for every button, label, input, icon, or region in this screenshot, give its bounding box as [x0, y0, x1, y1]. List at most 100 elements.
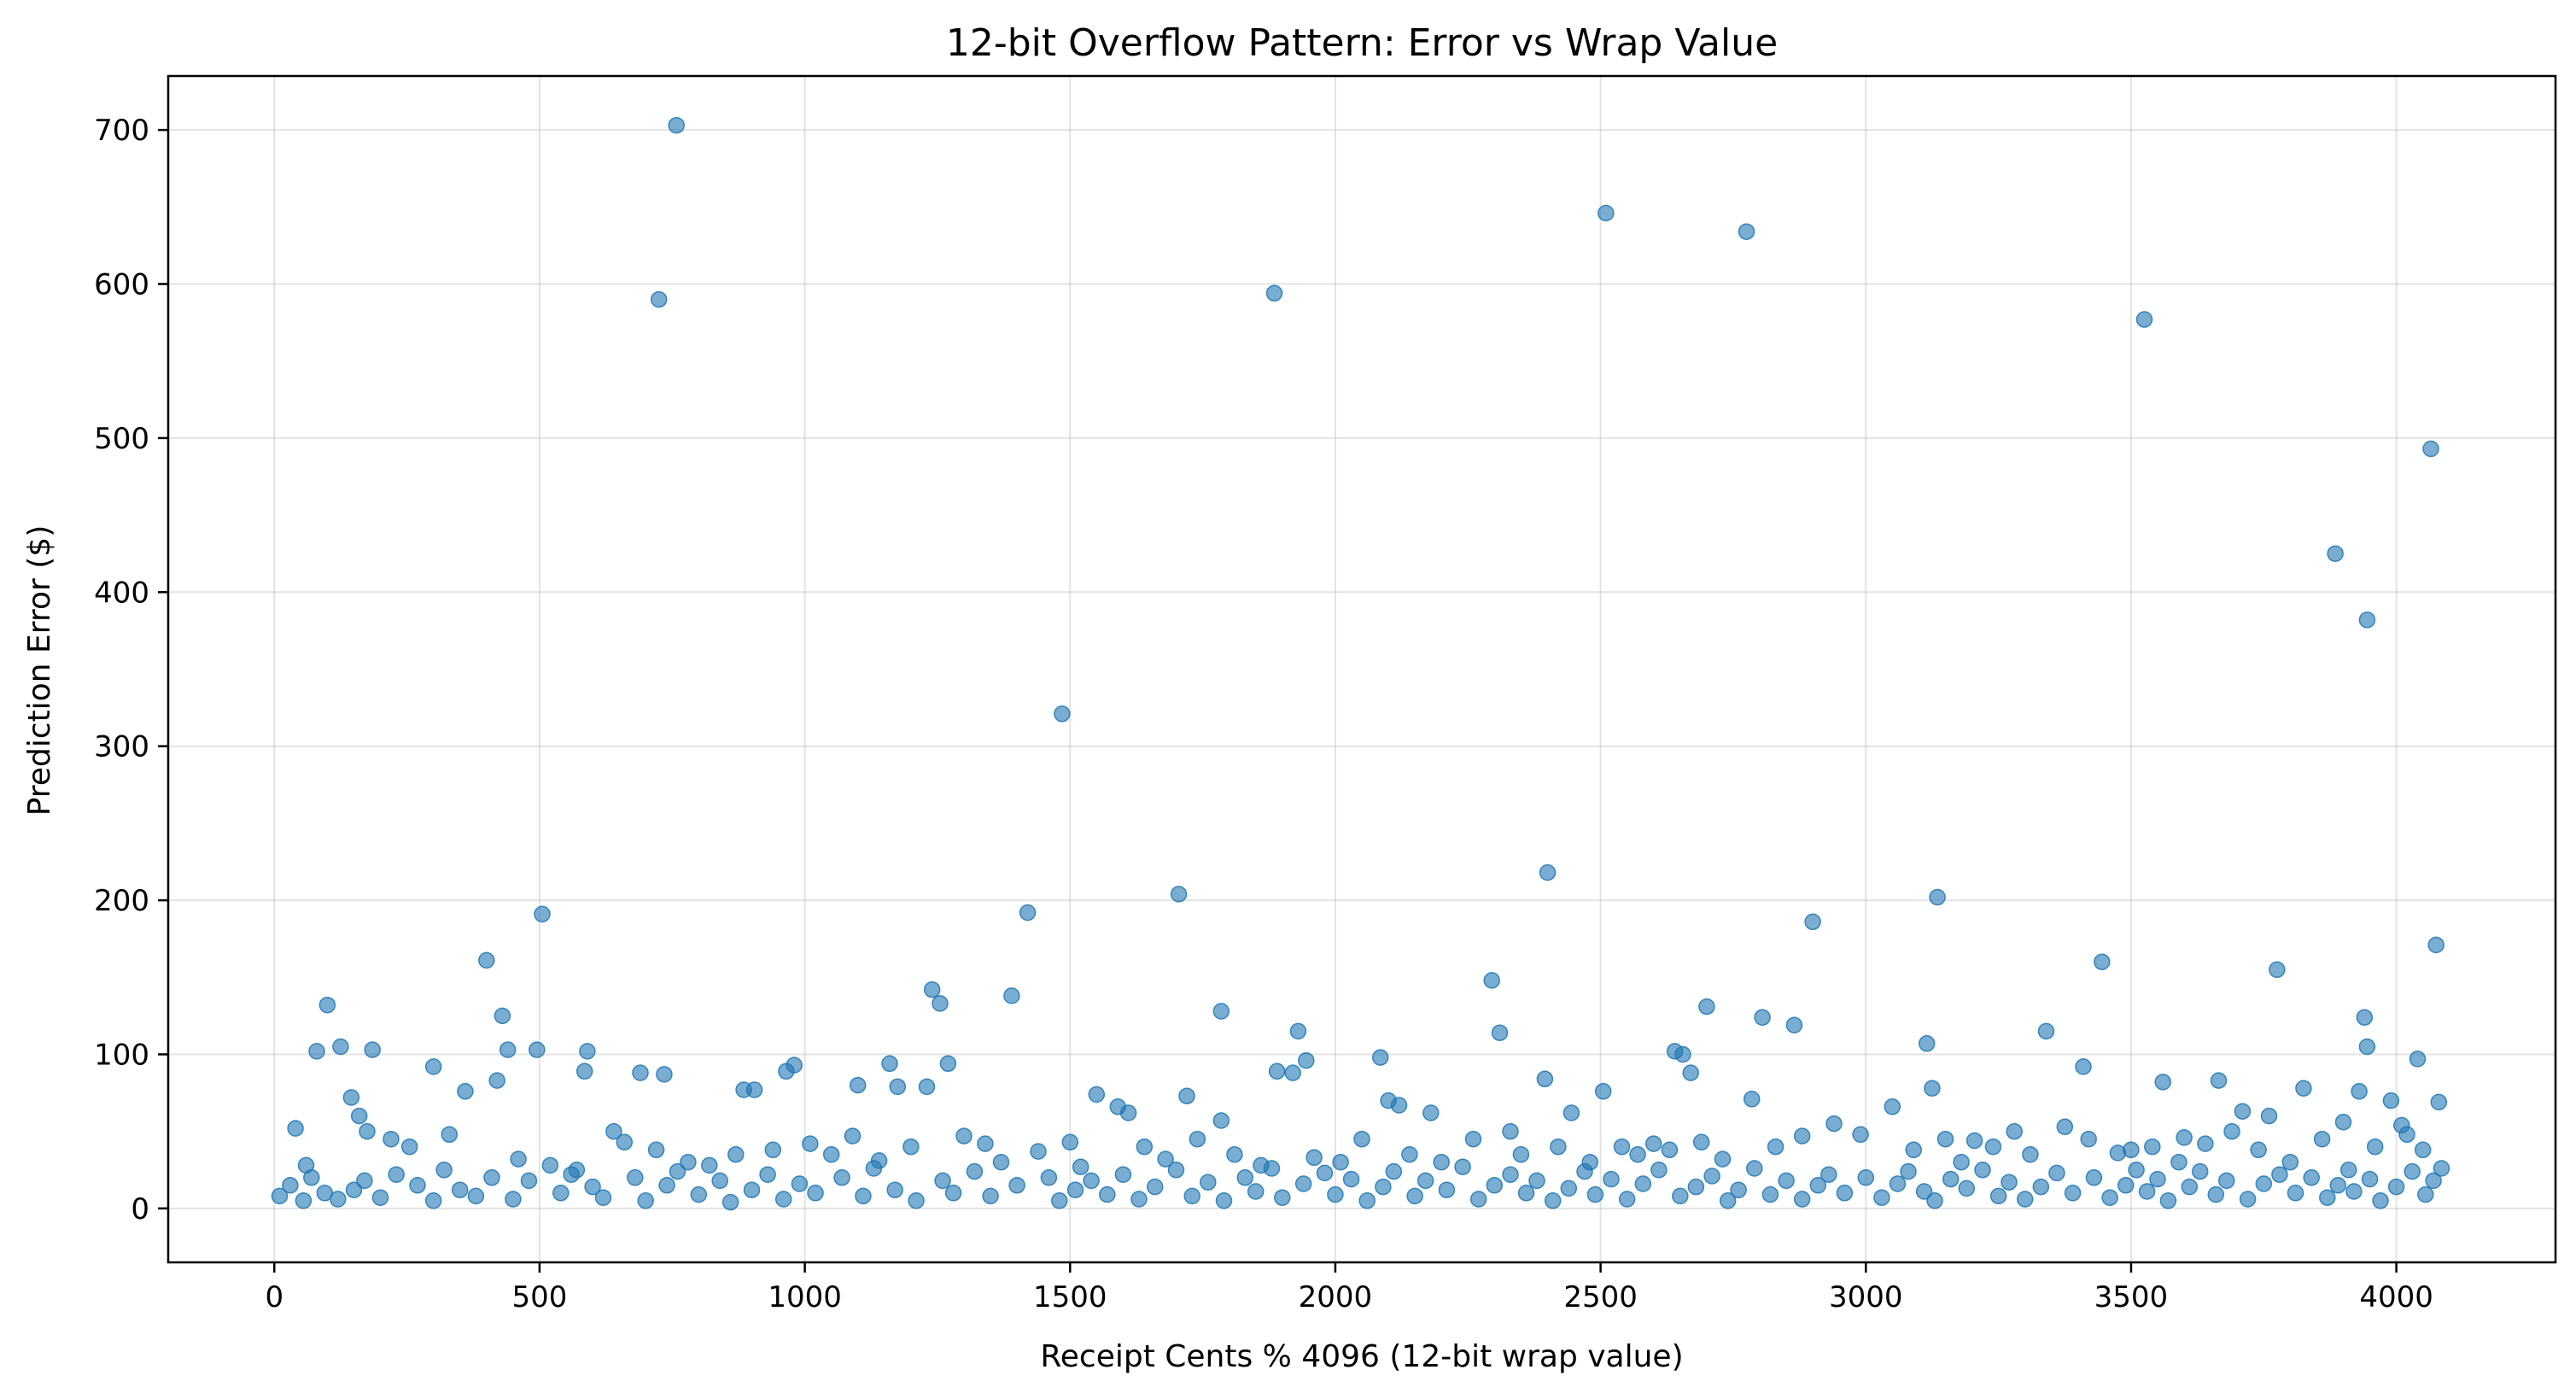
- scatter-point: [822, 1145, 840, 1163]
- scatter-point: [1539, 863, 1557, 881]
- scatter-point: [1989, 1187, 2007, 1205]
- scatter-point: [1040, 1169, 1058, 1186]
- scatter-point: [721, 1193, 739, 1211]
- x-tick-label: 0: [265, 1280, 283, 1314]
- scatter-point: [467, 1187, 485, 1205]
- y-axis-label: Prediction Error ($): [22, 525, 57, 816]
- scatter-point: [1692, 1133, 1710, 1151]
- scatter-point: [1119, 1104, 1137, 1121]
- scatter-point: [1550, 1138, 1567, 1156]
- scatter-point: [400, 1138, 418, 1156]
- scatter-point: [2117, 1177, 2135, 1194]
- scatter-point: [2414, 1141, 2432, 1159]
- scatter-point: [944, 1185, 962, 1202]
- scatter-point: [1603, 1170, 1620, 1188]
- scatter-point: [2048, 1164, 2065, 1182]
- y-tick-label: 200: [94, 884, 149, 918]
- scatter-point: [1857, 1169, 1875, 1186]
- scatter-point: [2334, 1114, 2352, 1131]
- scatter-point: [669, 1162, 686, 1180]
- scatter-point: [2080, 1130, 2097, 1148]
- scatter-point: [1598, 204, 1615, 222]
- scatter-point: [287, 1120, 304, 1137]
- scatter-point: [494, 1007, 511, 1025]
- x-axis-ticks: 0 500 1000 1500 2000 2500 3000 3500 4000: [265, 1262, 2433, 1314]
- scatter-point: [2101, 1189, 2118, 1206]
- scatter-point: [650, 290, 668, 308]
- scatter-point: [1536, 1070, 1554, 1088]
- scatter-point: [332, 1038, 349, 1056]
- scatter-point: [774, 1191, 792, 1208]
- scatter-point: [499, 1041, 517, 1058]
- scatter-point: [1905, 1141, 1922, 1159]
- x-axis-label: Receipt Cents % 4096 (12-bit wrap value): [1040, 1339, 1683, 1374]
- scatter-point: [1613, 1138, 1631, 1156]
- scatter-point: [1469, 1191, 1487, 1208]
- scatter-point: [1560, 1179, 1578, 1197]
- scatter-point: [2022, 1145, 2039, 1163]
- scatter-point: [2382, 1092, 2400, 1109]
- scatter-point: [2351, 1083, 2368, 1100]
- scatter-point: [2144, 1138, 2161, 1156]
- scatter-point: [2207, 1185, 2225, 1203]
- scatter-point: [680, 1153, 697, 1171]
- scatter-point: [359, 1122, 376, 1140]
- scatter-point: [923, 980, 941, 998]
- scatter-point: [627, 1169, 644, 1186]
- scatter-point: [505, 1191, 522, 1208]
- scatter-point: [1804, 913, 1821, 931]
- scatter-point: [1594, 1083, 1612, 1100]
- scatter-point: [855, 1187, 872, 1205]
- scatter-point: [1915, 1183, 1933, 1200]
- grid-lines: [168, 76, 2556, 1262]
- scatter-point: [605, 1122, 622, 1140]
- x-tick-label: 2500: [1563, 1280, 1638, 1314]
- scatter-point: [424, 1058, 442, 1075]
- scatter-point: [383, 1130, 400, 1148]
- scatter-point: [1390, 1097, 1408, 1114]
- scatter-point: [1274, 1189, 1291, 1206]
- scatter-point: [1294, 1175, 1312, 1192]
- scatter-point: [579, 1043, 596, 1060]
- scatter-point: [1072, 1158, 1089, 1175]
- scatter-point: [908, 1192, 925, 1209]
- scatter-point: [2329, 1177, 2347, 1194]
- scatter-point: [2064, 1185, 2082, 1202]
- scatter-point: [1852, 1126, 1869, 1144]
- scatter-point: [764, 1141, 782, 1159]
- scatter-point: [1170, 886, 1188, 903]
- scatter-point: [409, 1177, 426, 1194]
- scatter-point: [1926, 1192, 1943, 1209]
- scatter-point: [1438, 1181, 1456, 1198]
- scatter-point: [1491, 1024, 1509, 1041]
- scatter-point: [982, 1187, 999, 1205]
- scatter-point: [2372, 1192, 2389, 1209]
- scatter-point: [889, 1078, 907, 1096]
- scatter-point: [1306, 1149, 1323, 1167]
- scatter-point: [1958, 1179, 1976, 1197]
- scatter-point: [1730, 1181, 1747, 1198]
- y-tick-label: 0: [131, 1192, 149, 1226]
- scatter-point: [2176, 1129, 2193, 1146]
- scatter-point: [2269, 961, 2286, 979]
- scatter-point: [441, 1126, 459, 1144]
- scatter-point: [1825, 1115, 1843, 1133]
- scatter-point: [1984, 1138, 2002, 1156]
- scatter-point: [690, 1185, 708, 1203]
- scatter-point: [318, 996, 336, 1014]
- scatter-point: [271, 1187, 289, 1205]
- scatter-point: [2430, 1093, 2448, 1111]
- scatter-point: [552, 1185, 570, 1202]
- scatter-point: [1661, 1141, 1679, 1159]
- scatter-point: [1682, 1064, 1699, 1081]
- scatter-point: [1265, 284, 1283, 302]
- scatter-point: [2339, 1162, 2357, 1179]
- scatter-point: [1650, 1162, 1668, 1179]
- scatter-point: [2260, 1107, 2278, 1125]
- x-tick-label: 3000: [1829, 1280, 1903, 1314]
- scatter-point: [865, 1160, 883, 1177]
- scatter-point: [2250, 1141, 2267, 1159]
- scatter-point: [2319, 1189, 2336, 1206]
- scatter-point: [2197, 1135, 2214, 1152]
- scatter-point: [388, 1166, 405, 1183]
